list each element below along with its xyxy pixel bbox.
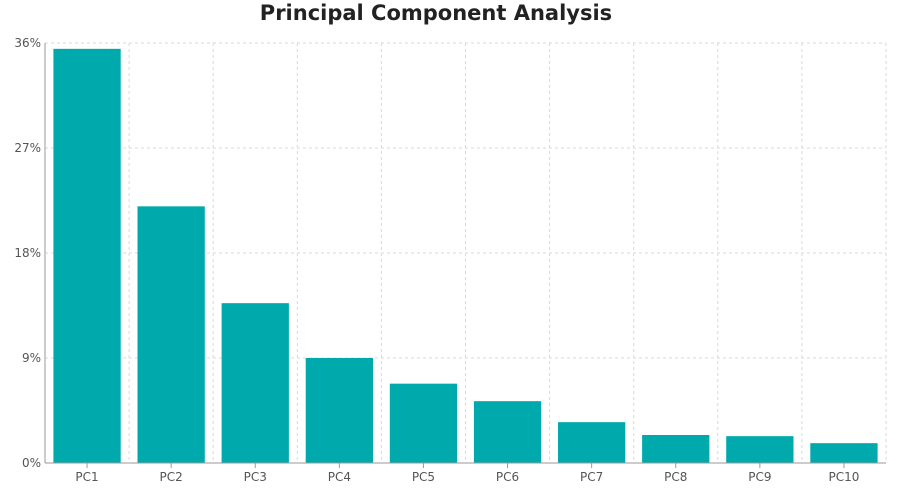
y-tick-label: 9%	[22, 351, 41, 365]
chart-title: Principal Component Analysis	[260, 1, 612, 25]
y-tick-label: 18%	[14, 246, 41, 260]
x-tick-label: PC8	[664, 470, 687, 484]
bar-pc4[interactable]	[305, 358, 373, 463]
bar-pc2[interactable]	[137, 206, 205, 464]
x-tick-label: PC2	[160, 470, 183, 484]
bar-pc8[interactable]	[642, 435, 710, 463]
x-tick-label: PC3	[244, 470, 267, 484]
bar-pc9[interactable]	[726, 436, 794, 463]
bar-pc7[interactable]	[558, 422, 626, 463]
bar-pc1[interactable]	[53, 48, 121, 463]
axis-layer: 0% 9% 18% 27% 36% PC1 PC2 PC3 PC4 PC5 PC6 PC7 PC8 PC9…	[14, 36, 886, 484]
bar-pc6[interactable]	[473, 401, 542, 463]
x-tick-label: PC9	[748, 470, 771, 484]
x-tick-label: PC1	[75, 470, 98, 484]
y-tick-label: 27%	[14, 141, 41, 155]
x-tick-label: PC10	[829, 470, 860, 484]
x-tick-label: PC6	[496, 470, 519, 484]
bar-layer	[53, 48, 878, 464]
y-tick-label: 0%	[22, 456, 41, 470]
x-tick-label: PC4	[328, 470, 351, 484]
bar-pc10[interactable]	[810, 443, 878, 463]
x-tick-label: PC7	[580, 470, 603, 484]
bar-pc3[interactable]	[221, 303, 289, 463]
y-tick-label: 36%	[14, 36, 41, 50]
x-tick-label: PC5	[412, 470, 435, 484]
bar-pc5[interactable]	[389, 383, 458, 463]
